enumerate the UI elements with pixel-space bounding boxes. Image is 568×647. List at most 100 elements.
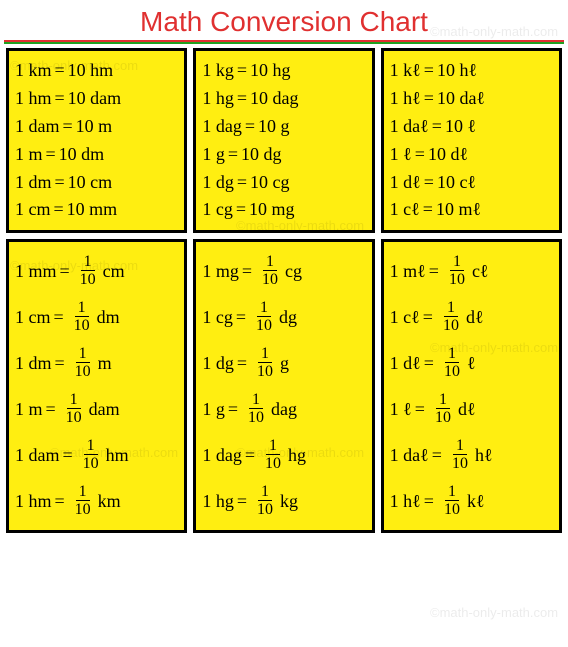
unit: hg	[288, 446, 306, 464]
denominator: 10	[77, 271, 99, 288]
equals: =	[237, 85, 247, 113]
numerator: 1	[258, 346, 272, 363]
numerator: 1	[81, 254, 95, 271]
unit: kg	[280, 492, 298, 510]
denominator: 10	[254, 501, 276, 518]
denominator: 10	[441, 501, 463, 518]
lhs: 1 dℓ	[390, 354, 421, 372]
lhs: 1 hg	[202, 85, 234, 113]
lhs: 1 cm	[15, 308, 51, 326]
conversion-row: 1 daℓ=10 ℓ	[390, 113, 553, 141]
fraction: 110	[253, 300, 275, 334]
lhs: 1 daℓ	[390, 113, 429, 141]
fraction: 110	[441, 484, 463, 518]
conversion-row: 1 m=10 dm	[15, 141, 178, 169]
equals: =	[55, 354, 65, 372]
equals: =	[424, 354, 434, 372]
conversion-row: 1 m=110dam	[15, 386, 178, 432]
denominator: 10	[71, 317, 93, 334]
unit: dℓ	[458, 400, 476, 418]
equals: =	[424, 85, 434, 113]
denominator: 10	[254, 363, 276, 380]
lhs: 1 mℓ	[390, 262, 426, 280]
cell-4: 1 mg=110cg1 cg=110dg1 dg=110g1 g=110dag1…	[193, 239, 374, 533]
rhs: 10 cm	[68, 169, 113, 197]
conversion-row: 1 km=10 hm	[15, 57, 178, 85]
unit: g	[280, 354, 289, 372]
lhs: 1 dm	[15, 169, 52, 197]
equals: =	[424, 57, 434, 85]
fraction: 110	[77, 254, 99, 288]
equals: =	[245, 446, 255, 464]
lhs: 1 cℓ	[390, 308, 420, 326]
unit: hℓ	[475, 446, 493, 464]
conversion-row: 1 dg=110g	[202, 340, 365, 386]
unit: cm	[103, 262, 125, 280]
lhs: 1 mg	[202, 262, 239, 280]
rhs: 10 hℓ	[437, 57, 477, 85]
conversion-row: 1 hℓ=10 daℓ	[390, 85, 553, 113]
numerator: 1	[76, 484, 90, 501]
lhs: 1 cg	[202, 308, 233, 326]
rhs: 10 hg	[250, 57, 291, 85]
numerator: 1	[436, 392, 450, 409]
numerator: 1	[249, 392, 263, 409]
unit: hm	[106, 446, 129, 464]
equals: =	[55, 169, 65, 197]
lhs: 1 dag	[202, 113, 242, 141]
denominator: 10	[259, 271, 281, 288]
denominator: 10	[441, 363, 463, 380]
lhs: 1 dam	[15, 113, 60, 141]
lhs: 1 hg	[202, 492, 234, 510]
lhs: 1 kg	[202, 57, 234, 85]
watermark: ©math-only-math.com	[430, 605, 558, 620]
fraction: 110	[446, 254, 468, 288]
equals: =	[228, 400, 238, 418]
equals: =	[432, 446, 442, 464]
conversion-row: 1 dm=10 cm	[15, 169, 178, 197]
equals: =	[424, 492, 434, 510]
equals: =	[55, 57, 65, 85]
cell-1: 1 kg=10 hg1 hg=10 dag1 dag=10 g1 g=10 dg…	[193, 48, 374, 233]
equals: =	[55, 492, 65, 510]
conversion-row: 1 hℓ=110kℓ	[390, 478, 553, 524]
numerator: 1	[258, 484, 272, 501]
lhs: 1 dg	[202, 169, 234, 197]
denominator: 10	[446, 271, 468, 288]
conversion-row: 1 dg=10 cg	[202, 169, 365, 197]
title-rule	[2, 40, 566, 44]
rhs: 10 m	[76, 113, 113, 141]
equals: =	[54, 196, 64, 224]
unit: cℓ	[472, 262, 489, 280]
denominator: 10	[262, 455, 284, 472]
lhs: 1 g	[202, 141, 225, 169]
fraction: 110	[432, 392, 454, 426]
conversion-row: 1 hm=110km	[15, 478, 178, 524]
denominator: 10	[63, 409, 85, 426]
lhs: 1 dg	[202, 354, 234, 372]
conversion-row: 1 cℓ=10 mℓ	[390, 196, 553, 224]
equals: =	[236, 196, 246, 224]
conversion-row: 1 hg=110kg	[202, 478, 365, 524]
equals: =	[415, 400, 425, 418]
numerator: 1	[84, 438, 98, 455]
conversion-row: 1 dam=10 m	[15, 113, 178, 141]
equals: =	[432, 113, 442, 141]
lhs: 1 dℓ	[390, 169, 421, 197]
denominator: 10	[440, 317, 462, 334]
lhs: 1 cℓ	[390, 196, 420, 224]
numerator: 1	[76, 346, 90, 363]
denominator: 10	[72, 501, 94, 518]
fraction: 110	[71, 300, 93, 334]
unit: dm	[97, 308, 120, 326]
rhs: 10 dag	[250, 85, 299, 113]
unit: ℓ	[467, 354, 476, 372]
conversion-row: 1 dm=110m	[15, 340, 178, 386]
lhs: 1 ℓ	[390, 400, 412, 418]
lhs: 1 dag	[202, 446, 242, 464]
fraction: 110	[449, 438, 471, 472]
unit: km	[98, 492, 121, 510]
fraction: 110	[254, 484, 276, 518]
equals: =	[63, 446, 73, 464]
numerator: 1	[445, 346, 459, 363]
